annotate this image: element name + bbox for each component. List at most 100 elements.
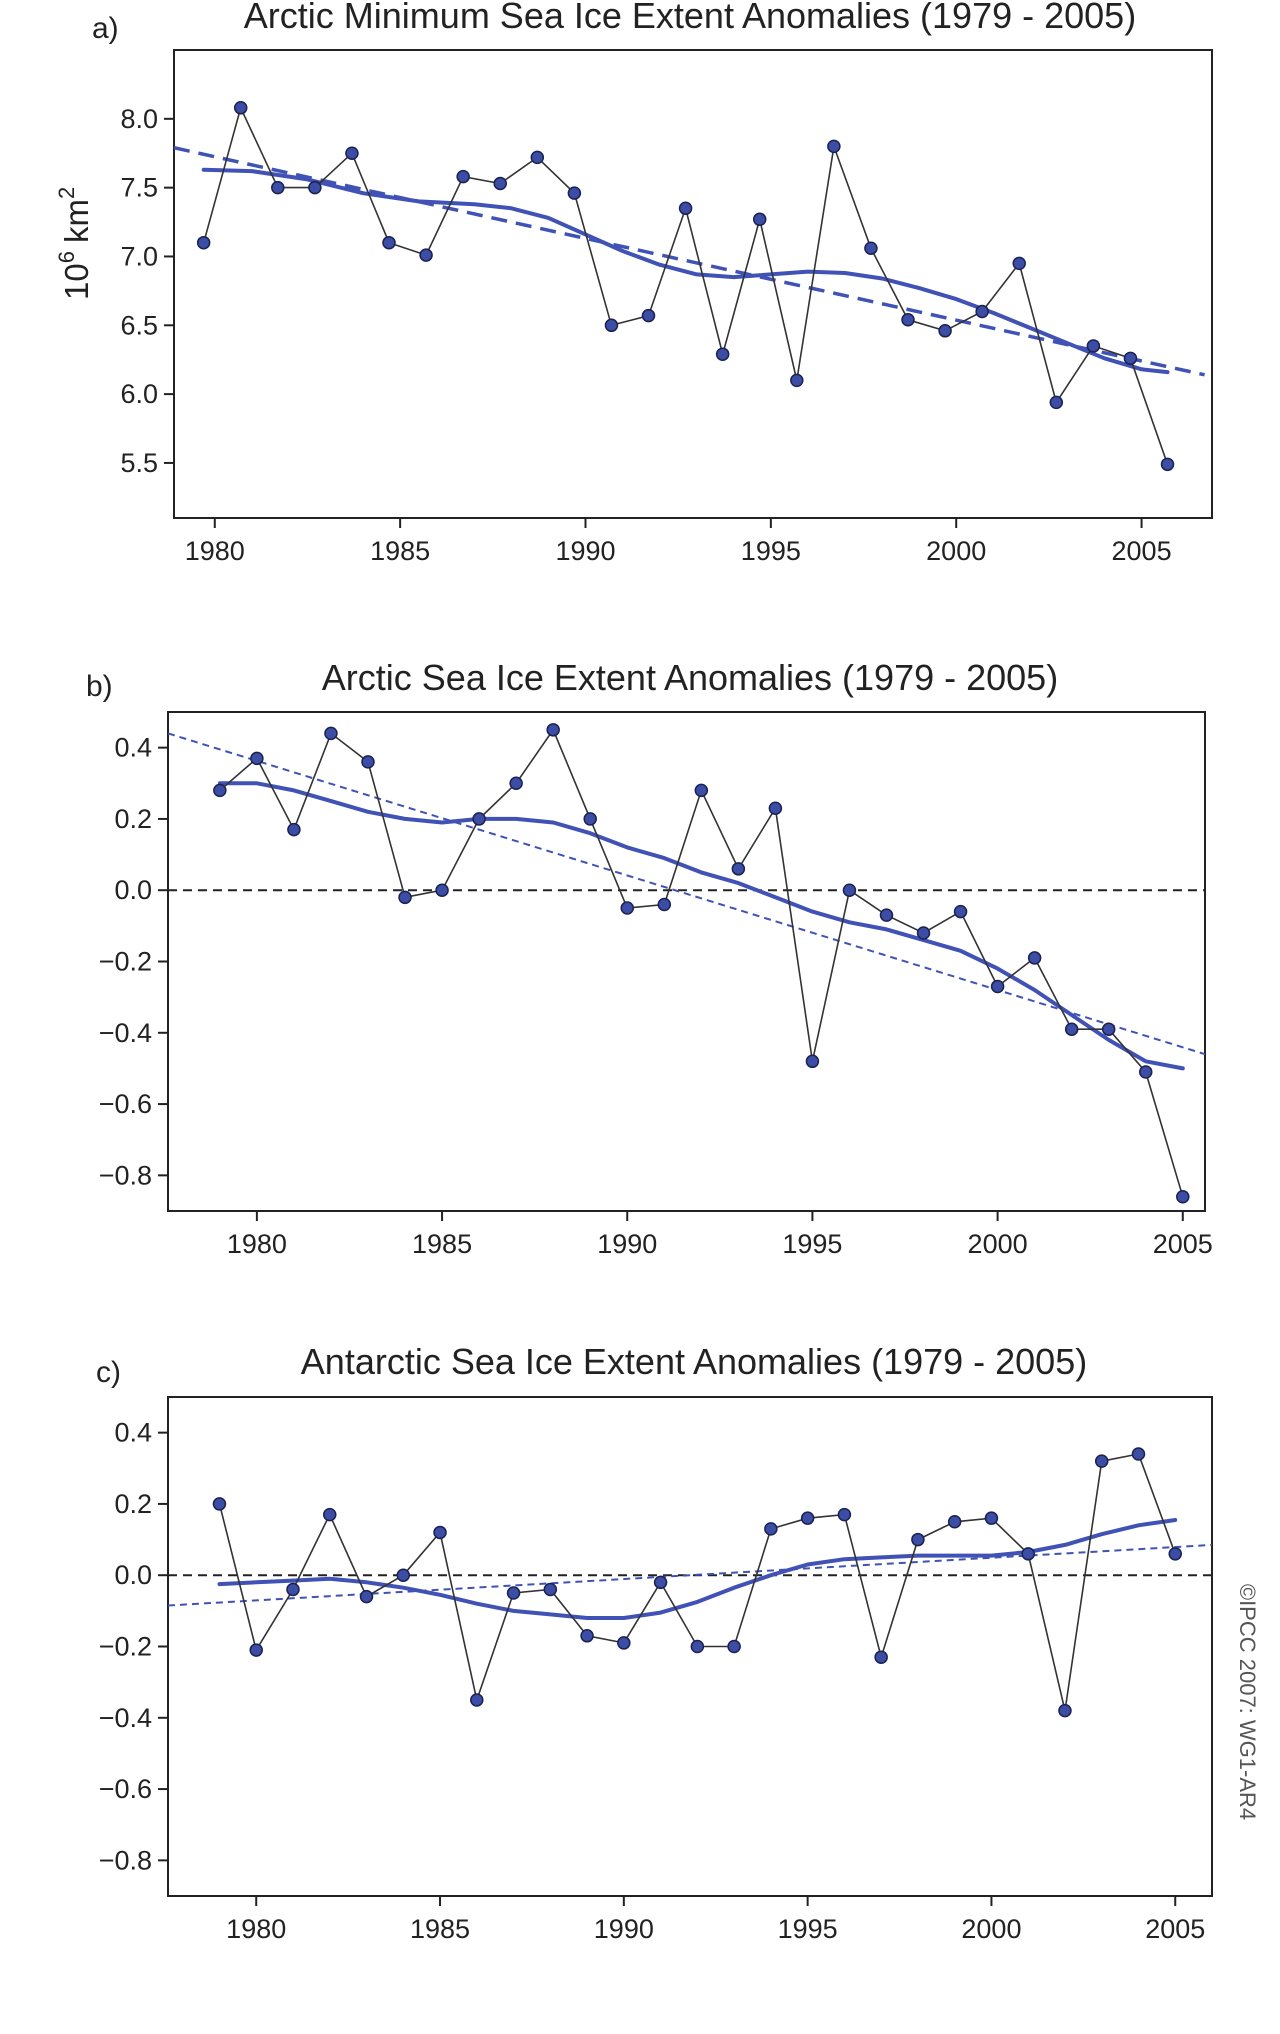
- panel-a-x-tick-label: 1995: [741, 536, 801, 566]
- panel-a-x-tick-label: 2005: [1112, 536, 1172, 566]
- panel-c-title: Antarctic Sea Ice Extent Anomalies (1979…: [301, 1341, 1087, 1382]
- panel-a-data-point: [864, 241, 878, 255]
- panel-a-data-point: [715, 347, 730, 361]
- panel-c-letter: c): [96, 1356, 121, 1389]
- panel-a-data-point: [530, 150, 545, 165]
- panel-a-data-point: [790, 373, 804, 388]
- panel-b-data-point: [361, 755, 375, 769]
- panel-a-ylabel-base: 10: [58, 263, 95, 300]
- panel-b-data-point: [435, 883, 449, 897]
- panel-c-data-point: [911, 1532, 925, 1547]
- panel-a-data-point: [493, 176, 507, 191]
- panel-a-data-point: [752, 212, 767, 227]
- panel-b-title: Arctic Sea Ice Extent Anomalies (1979 - …: [322, 657, 1058, 698]
- panel-b-data-point: [250, 751, 264, 766]
- panel-b-letter: b): [86, 670, 113, 703]
- panel-c-data-point: [984, 1511, 999, 1525]
- panel-a-data-point: [196, 235, 211, 250]
- panel-b-x-tick-label: 2005: [1153, 1229, 1213, 1259]
- panel-b-y-tick-label: 0.4: [114, 733, 152, 763]
- panel-b-x-tick-label: 1980: [227, 1229, 287, 1259]
- panel-a-data-point: [827, 139, 841, 154]
- panel-c-y-tick-label: 0.4: [114, 1418, 152, 1448]
- panel-b-x-tick-label: 1990: [597, 1229, 657, 1259]
- panel-c-data-point: [1094, 1454, 1109, 1468]
- panel-c-data-point: [1058, 1703, 1072, 1718]
- panel-b-data-point: [953, 904, 968, 919]
- panel-c-data-point: [800, 1511, 815, 1525]
- panel-c-data-point: [433, 1525, 447, 1540]
- panel-a-letter: a): [92, 12, 119, 45]
- panel-b-data-point: [324, 726, 338, 741]
- panel-b-data-point: [583, 812, 597, 826]
- panel-a-data-point: [456, 169, 470, 184]
- panel-a-ylabel-unit: km: [58, 199, 95, 243]
- panel-b-data-point: [768, 801, 783, 815]
- panel-c-x-tick-label: 2005: [1145, 1914, 1205, 1944]
- panel-a-trend-line: [174, 146, 1205, 377]
- panel-c-y-tick-label: −0.8: [99, 1845, 152, 1875]
- panel-b-data-point: [657, 897, 672, 912]
- panel-c-data-point: [764, 1522, 778, 1536]
- panel-b-y-tick-label: −0.6: [99, 1089, 152, 1119]
- panel-c-y-tick-label: 0.2: [114, 1489, 152, 1519]
- panel-c-data-point: [653, 1575, 668, 1590]
- panel-c-data-point: [396, 1568, 411, 1582]
- panel-a-x-tick-label: 1990: [555, 536, 615, 566]
- panel-c-data-point: [543, 1582, 558, 1597]
- panel-b-y-tick-label: −0.4: [99, 1018, 152, 1048]
- panel-b-y-tick-label: −0.8: [99, 1160, 152, 1190]
- panel-c-x-tick-label: 2000: [961, 1914, 1021, 1944]
- panel-b-data-point: [287, 822, 301, 837]
- panel-c-data-point: [1168, 1547, 1182, 1561]
- panel-a-y-tick-label: 7.5: [120, 173, 158, 203]
- panel-c-data-point: [690, 1639, 705, 1654]
- panel-c-data-point: [470, 1693, 484, 1707]
- panel-a-data-point: [901, 313, 915, 327]
- panel-b-data-point: [472, 812, 486, 826]
- panel-a-x-tick-label: 2000: [926, 536, 986, 566]
- panel-c-smoothed-line: [217, 1518, 1178, 1620]
- panel-c-x-tick-label: 1980: [226, 1914, 286, 1944]
- panel-c-y-tick-label: −0.2: [99, 1632, 152, 1662]
- panel-b-arctic-extent: b) Arctic Sea Ice Extent Anomalies (1979…: [86, 657, 1213, 1259]
- panel-c-antarctic-extent: c) Antarctic Sea Ice Extent Anomalies (1…: [96, 1341, 1213, 1944]
- panel-b-data-point: [694, 783, 709, 798]
- panel-b-y-tick-label: 0.2: [114, 804, 152, 834]
- panel-b-plot-frame: [167, 711, 1206, 1212]
- panel-a-data-point: [604, 318, 619, 333]
- panel-a-data-point: [1049, 395, 1064, 410]
- panel-a-observed-line: [202, 105, 1169, 465]
- panel-c-data-point: [580, 1629, 594, 1643]
- panel-a-y-tick-label: 5.5: [120, 448, 158, 478]
- panel-b-trend-line: [168, 732, 1205, 1056]
- panel-c-data-point: [359, 1589, 374, 1604]
- panel-c-data-point: [837, 1507, 852, 1522]
- panel-a-data-point: [345, 146, 359, 160]
- panel-a-ylabel: 106 km2: [54, 187, 95, 300]
- panel-a-data-point: [382, 235, 396, 250]
- panel-b-data-point: [1138, 1065, 1153, 1079]
- panel-b-data-point: [620, 901, 634, 915]
- panel-c-data-point: [506, 1586, 521, 1600]
- panel-a-data-point: [1123, 351, 1138, 366]
- panel-a-plot-frame: [173, 49, 1213, 519]
- panel-a-x-tick-label: 1980: [185, 536, 245, 566]
- panel-a-y-tick-label: 8.0: [120, 104, 158, 134]
- panel-c-y-tick-label: 0.0: [114, 1560, 152, 1590]
- panel-c-data-point: [947, 1515, 962, 1529]
- panel-a-data-point: [641, 308, 656, 323]
- panel-a-data-point: [975, 304, 989, 319]
- panel-a-data-point: [419, 248, 433, 262]
- panel-b-data-point: [1027, 951, 1042, 965]
- panel-a-arctic-minimum: a) Arctic Minimum Sea Ice Extent Anomali…: [54, 0, 1213, 566]
- panel-c-data-point: [286, 1582, 300, 1597]
- panel-a-title: Arctic Minimum Sea Ice Extent Anomalies …: [244, 0, 1136, 36]
- panel-a-data-point: [1160, 457, 1175, 472]
- panel-b-data-point: [842, 883, 857, 897]
- panel-b-data-point: [398, 890, 412, 905]
- panel-b-data-point: [546, 723, 560, 737]
- panel-b-data-point: [916, 926, 931, 940]
- panel-a-data-point: [678, 201, 693, 216]
